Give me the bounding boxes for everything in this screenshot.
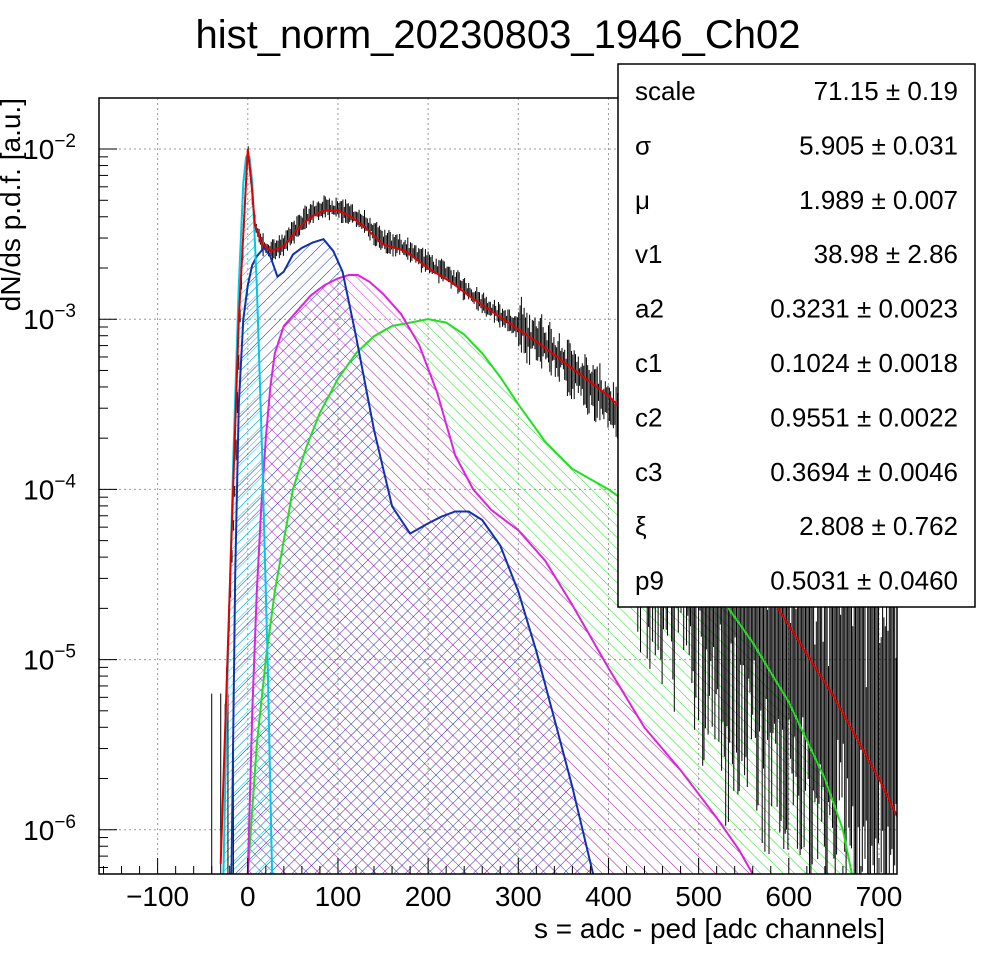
stat-value: 5.905 ± 0.031 (799, 130, 958, 160)
stat-value: 0.5031 ± 0.0460 (770, 566, 958, 596)
y-axis-label: dN/ds p.d.f. [a.u.] (0, 98, 26, 311)
comp2-curve (230, 238, 595, 874)
stat-name: scale (635, 76, 696, 106)
stat-name: c1 (635, 348, 662, 378)
y-axis-ticks: 10−2 10−3 10−4 10−5 10−6 (23, 131, 117, 869)
stat-value: 38.98 ± 2.86 (814, 239, 958, 269)
x-tick-label: 500 (675, 881, 722, 912)
comp3-curve (246, 274, 754, 874)
y-tick-label: 10−3 (23, 301, 76, 335)
y-tick-label: 10−2 (23, 131, 76, 165)
y-tick-label: 10−4 (23, 471, 76, 505)
x-axis-label: s = adc - ped [adc channels] (534, 913, 885, 944)
stats-box: scale 71.15 ± 0.19 σ 5.905 ± 0.031 μ 1.989 ± … (617, 63, 976, 608)
x-tick-label: 0 (240, 881, 256, 912)
stat-value: 0.1024 ± 0.0018 (770, 348, 958, 378)
stat-name: c3 (635, 457, 662, 487)
x-tick-label: 200 (405, 881, 452, 912)
x-tick-label: 400 (585, 881, 632, 912)
stat-name: σ (635, 130, 651, 160)
comp1-hatch-fill (223, 154, 273, 874)
stat-name: a2 (635, 294, 664, 324)
stats-rows: scale 71.15 ± 0.19 σ 5.905 ± 0.031 μ 1.989 ± … (635, 76, 958, 596)
y-tick-label: 10−5 (23, 642, 76, 676)
stat-name: c2 (635, 402, 662, 432)
comp2-hatch-fill (231, 239, 594, 874)
stat-value: 71.15 ± 0.19 (814, 76, 958, 106)
stat-value: 0.3694 ± 0.0046 (770, 457, 958, 487)
x-tick-label: 300 (495, 881, 542, 912)
y-tick-label: 10−6 (23, 812, 76, 846)
stat-value: 0.3231 ± 0.0023 (770, 294, 958, 324)
stat-name: v1 (635, 239, 662, 269)
stat-value: 0.9551 ± 0.0022 (770, 402, 958, 432)
x-tick-label: 700 (856, 881, 903, 912)
stat-value: 2.808 ± 0.762 (799, 511, 958, 541)
x-tick-label: −100 (126, 881, 189, 912)
x-tick-label: 600 (765, 881, 812, 912)
stat-name: μ (635, 185, 650, 215)
stat-name: p9 (635, 566, 664, 596)
x-tick-label: 100 (315, 881, 362, 912)
stat-name: ξ (635, 511, 647, 541)
x-axis-ticks: −100 0 100 200 300 400 500 600 700 (103, 858, 903, 912)
stat-value: 1.989 ± 0.007 (799, 185, 958, 215)
chart-title: hist_norm_20230803_1946_Ch02 (196, 13, 801, 57)
stats-box-frame (617, 63, 976, 608)
